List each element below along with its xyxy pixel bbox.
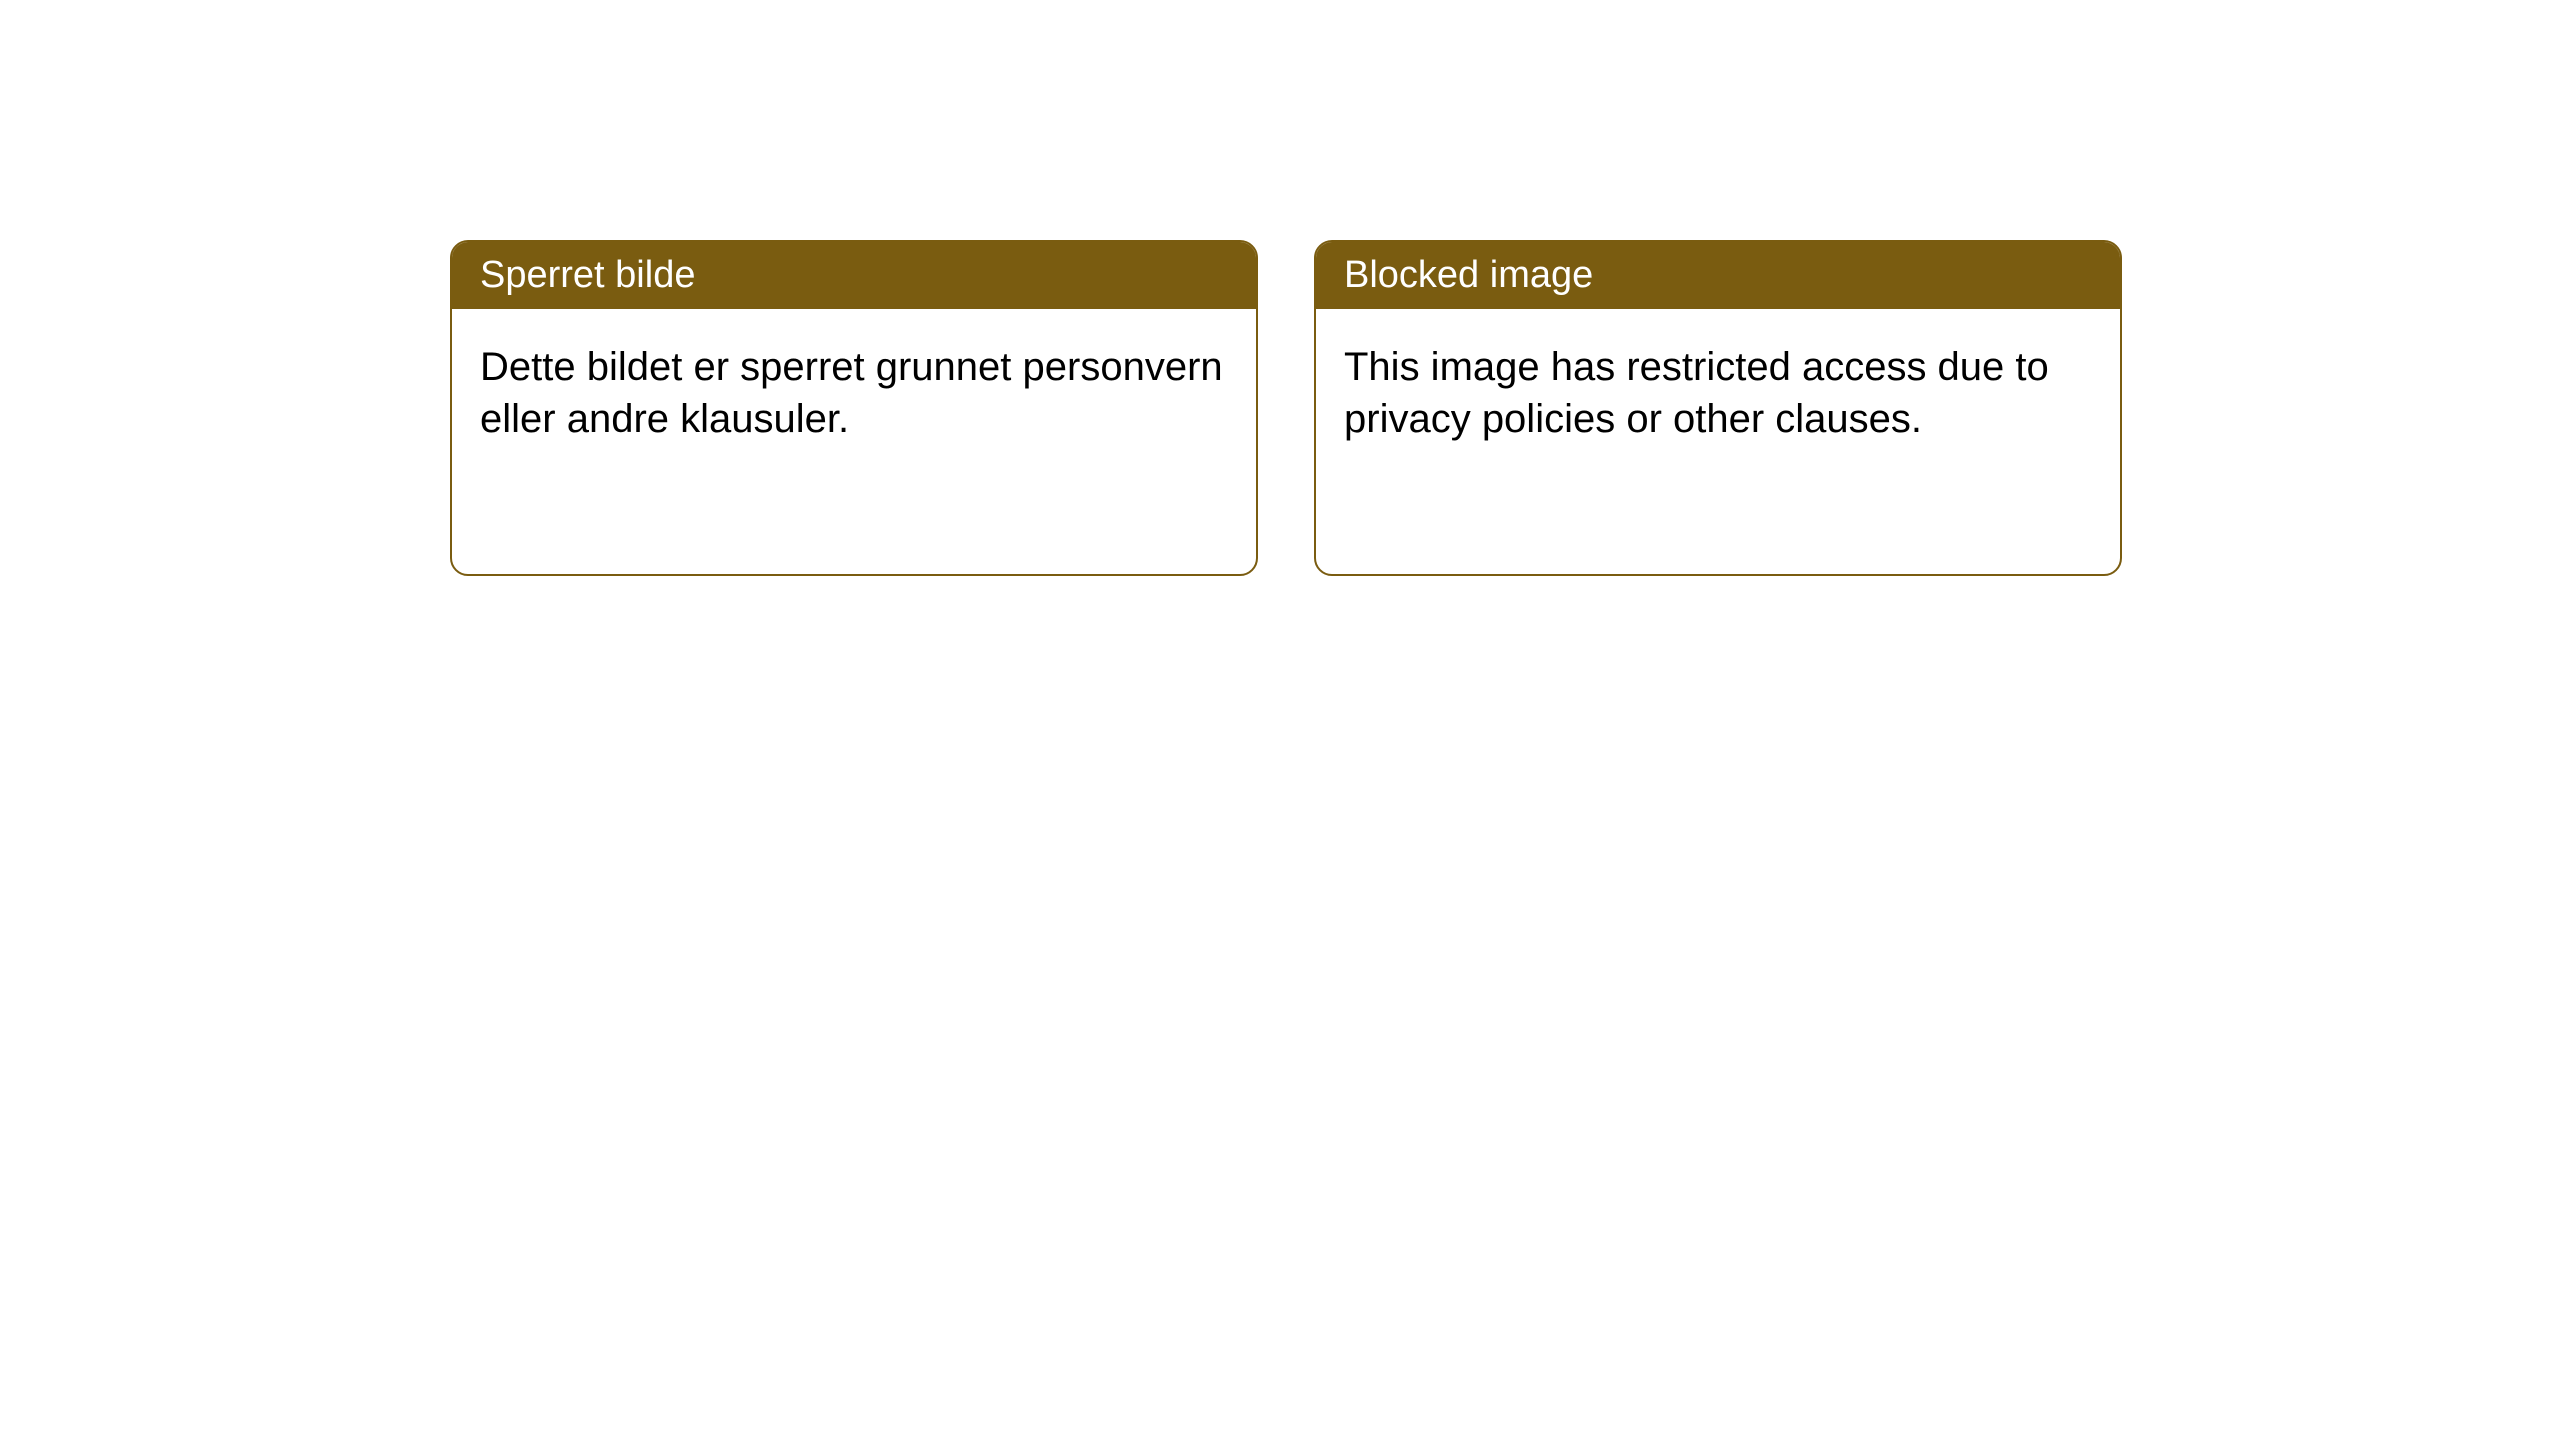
notice-card-norwegian: Sperret bilde Dette bildet er sperret gr…	[450, 240, 1258, 576]
card-body: Dette bildet er sperret grunnet personve…	[452, 309, 1256, 477]
notice-card-english: Blocked image This image has restricted …	[1314, 240, 2122, 576]
card-body-text: Dette bildet er sperret grunnet personve…	[480, 345, 1223, 441]
card-body: This image has restricted access due to …	[1316, 309, 2120, 477]
card-header: Sperret bilde	[452, 242, 1256, 309]
card-header: Blocked image	[1316, 242, 2120, 309]
card-title: Blocked image	[1344, 254, 1593, 296]
card-title: Sperret bilde	[480, 254, 695, 296]
card-body-text: This image has restricted access due to …	[1344, 345, 2049, 441]
notice-container: Sperret bilde Dette bildet er sperret gr…	[450, 240, 2122, 576]
